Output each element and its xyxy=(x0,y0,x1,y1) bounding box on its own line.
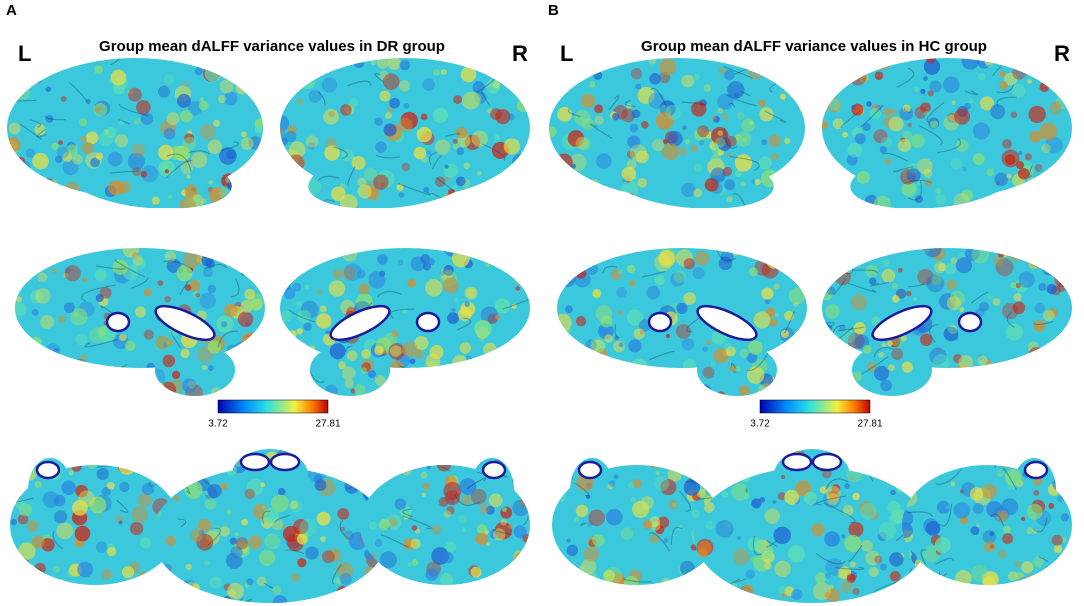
panel-title: Group mean dALFF variance values in HC g… xyxy=(641,38,987,55)
roi-mask xyxy=(781,452,813,472)
colorbar-min: 3.72 xyxy=(750,419,770,430)
roi-mask xyxy=(35,460,61,480)
colorbar-max: 27.81 xyxy=(315,419,340,430)
medial-right xyxy=(280,248,530,396)
colorbar xyxy=(759,399,871,414)
colorbar-max: 27.81 xyxy=(857,419,882,430)
roi-mask xyxy=(105,311,131,333)
roi-mask xyxy=(415,311,441,333)
roi-mask xyxy=(269,452,301,472)
cerebellum-right xyxy=(902,458,1072,585)
cerebellum-center xyxy=(694,449,930,603)
roi-mask xyxy=(154,304,216,342)
colorbar-min: 3.72 xyxy=(208,419,228,430)
roi-mask xyxy=(239,452,271,472)
hemisphere-left: L xyxy=(18,41,31,66)
roi-mask xyxy=(871,304,933,342)
medial-left xyxy=(15,248,265,396)
colorbar xyxy=(217,399,329,414)
hemisphere-right: R xyxy=(1054,41,1070,66)
lateral-left xyxy=(7,58,263,216)
roi-mask xyxy=(811,452,843,472)
panel-label: B xyxy=(548,2,559,19)
lateral-right xyxy=(280,58,530,216)
roi-mask xyxy=(577,460,603,480)
roi-mask xyxy=(957,311,983,333)
roi-mask xyxy=(481,460,507,480)
panel-title: Group mean dALFF variance values in DR g… xyxy=(99,38,445,55)
roi-mask xyxy=(647,311,673,333)
roi-mask xyxy=(1023,460,1049,480)
lateral-left xyxy=(549,58,805,214)
medial-left xyxy=(557,248,807,396)
hemisphere-left: L xyxy=(560,41,573,66)
hemisphere-right: R xyxy=(512,41,528,66)
panel-label: A xyxy=(6,2,17,19)
roi-mask xyxy=(329,304,391,342)
roi-mask xyxy=(696,304,758,342)
lateral-right xyxy=(822,58,1072,216)
medial-right xyxy=(822,248,1072,396)
